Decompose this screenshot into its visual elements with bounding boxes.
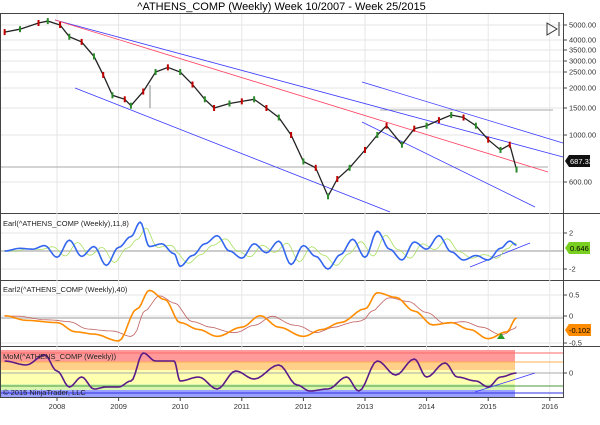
price-candle [376,132,379,138]
price-candle [515,166,518,173]
earl2-line [4,289,517,342]
price-candle [92,53,95,60]
price-candle [102,71,105,78]
price-candle [203,96,206,103]
price-candle [302,158,305,165]
x-tick-label: 2012 [295,402,312,411]
price-candle [336,175,339,182]
copyright: © 2015 NinjaTrader, LLC [3,388,86,397]
earl-value-badge: 0.646 [565,242,590,254]
x-tick-label: 2015 [480,402,497,411]
price-axis-label: 4000.00 [569,36,596,45]
price-candle [277,114,280,121]
mom-panel-title: MoM(^ATHENS_COMP (Weekly)) [3,352,117,361]
trend-line [54,19,549,173]
scroll-to-end-icon[interactable] [546,22,560,36]
chart-title: ^ATHENS_COMP (Weekly) Week 10/2007 - Wee… [137,1,426,13]
price-candle [290,132,293,138]
signal-triangle-icon [497,333,505,339]
x-tick-label: 2009 [110,402,127,411]
price-candle [364,146,366,153]
price-candle [400,141,403,148]
price-candle [19,26,22,33]
earl-line [4,221,517,270]
x-tick-label: 2014 [418,402,435,411]
price-candle [142,88,145,95]
price-candle [166,64,169,71]
price-candle [425,122,428,129]
earl-panel-title: Earl(^ATHENS_COMP (Weekly),11,8) [3,219,129,228]
price-candle [240,98,243,105]
price-candle [3,29,6,36]
svg-text:687.33: 687.33 [570,157,593,166]
price-candle [437,117,440,124]
price-candle [213,105,216,111]
price-candle [111,92,114,99]
earl2-axis-label: 0.5 [569,291,579,300]
price-candle [314,164,317,171]
price-candle [474,122,477,129]
x-tick-label: 2008 [49,402,66,411]
price-candle [385,122,388,129]
price-candle [37,20,40,27]
x-tick-label: 2013 [357,402,374,411]
svg-text:-0.102: -0.102 [569,326,590,335]
price-candle [154,69,157,75]
price-candle [59,22,62,28]
price-candle [129,102,132,109]
earl-signal-line [4,227,517,266]
price-candle [487,136,490,143]
price-axis-label: 5000.00 [569,21,596,30]
price-candle [348,164,351,171]
price-candle [450,112,453,119]
price-line [4,20,518,198]
x-tick-label: 2011 [234,402,250,411]
price-candle [508,141,511,148]
earl2-panel-title: Earl2(^ATHENS_COMP (Weekly),40) [3,285,128,294]
x-tick-label: 2010 [172,402,189,411]
x-tick-label: 2016 [541,402,558,411]
svg-text:0.646: 0.646 [570,244,589,253]
plot-frame [0,13,564,398]
price-candle [413,125,416,132]
channel-lines [54,19,564,393]
mom-axis-label: 0 [569,369,573,378]
price-value-badge: 687.33 [565,155,593,167]
price-candle [228,100,231,107]
price-axis-label: 2500.00 [569,68,596,77]
price-candle [499,146,502,153]
price-candle [68,33,71,40]
price-candle [462,114,465,121]
price-axis-label: 600.00 [569,178,592,187]
price-axis-label: 3500.00 [569,46,596,55]
price-candle [46,18,49,25]
earl-axis-label: 2 [569,229,573,238]
price-candle [253,96,256,103]
price-axis-label: 1000.00 [569,131,596,140]
price-axis-label: 2000.00 [569,84,596,93]
price-candle [265,105,268,111]
price-candle [327,193,330,200]
price-candle [191,81,194,88]
earl2-axis-label: -0.5 [569,339,582,348]
earl2-axis-label: 0 [569,312,573,321]
price-axis-label: 1500.00 [569,104,596,113]
price-candle [80,38,83,45]
mom-line [4,352,517,392]
earl-axis-label: -2 [569,265,576,274]
price-candle [123,96,126,103]
earl2-value-badge: -0.102 [565,324,591,336]
price-candle [179,69,182,75]
price-axis-label: 3000.00 [569,57,596,66]
earl2-signal-line [4,295,517,337]
